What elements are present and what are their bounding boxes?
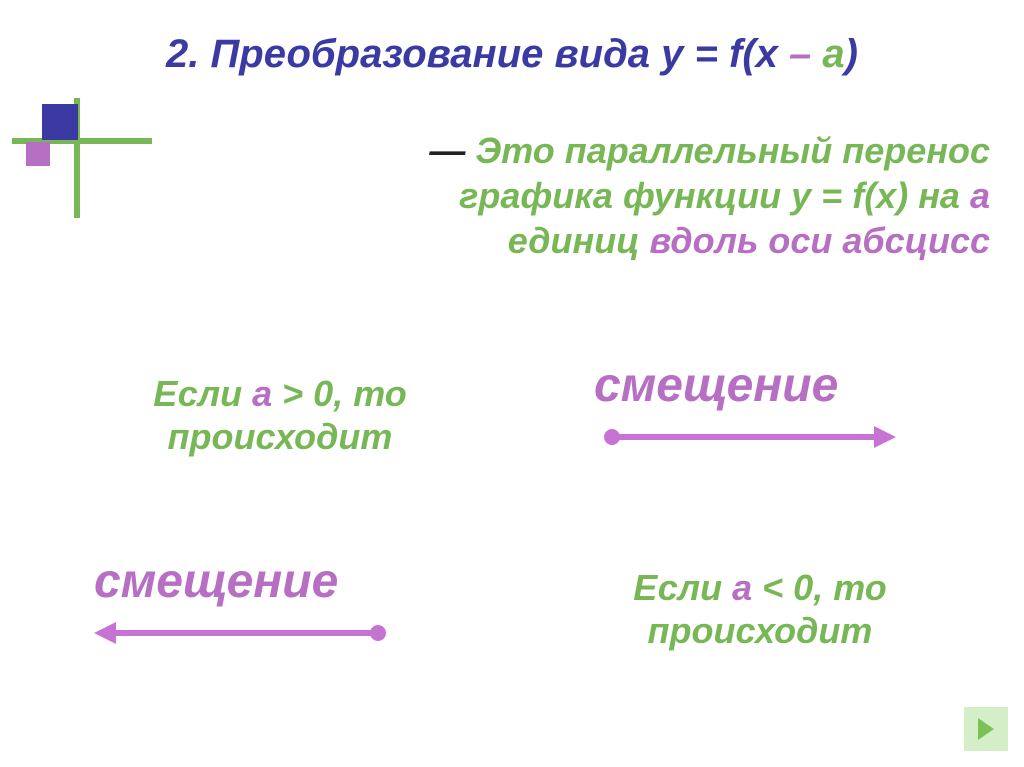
play-icon — [978, 718, 994, 740]
case-neg-pre: Если — [633, 567, 732, 608]
decor-square-magenta — [26, 142, 50, 166]
case-pos-a: a — [252, 373, 272, 414]
arrow-left-head-icon — [94, 622, 116, 644]
shift-left-label: смещение — [94, 554, 338, 609]
slide-title: 2. Преобразование вида y = f(x – a) — [0, 32, 1024, 77]
subtitle-dash: — — [429, 130, 475, 171]
title-prefix: 2. Преобразование вида y = f(x — [166, 32, 778, 76]
case-neg-a: а — [732, 567, 752, 608]
subtitle-line2-pre: графика функции y = f(x) на — [459, 175, 970, 216]
title-a: a — [822, 32, 844, 76]
subtitle-line3-pre: единиц — [508, 220, 650, 261]
case-negative: Если а < 0, то происходит — [560, 566, 960, 652]
arrow-right-head-icon — [874, 426, 896, 448]
subtitle-line1: Это параллельный перенос — [475, 130, 990, 171]
title-suffix: ) — [845, 32, 858, 76]
arrow-left-shaft — [116, 630, 376, 636]
title-minus: – — [778, 32, 822, 76]
case-pos-pre: Если — [153, 373, 252, 414]
arrow-left-dot — [370, 625, 386, 641]
decor-shapes — [12, 98, 152, 218]
shift-right-label: смещение — [594, 358, 838, 413]
arrow-right-shaft — [612, 434, 874, 440]
subtitle-text: — Это параллельный перенос графика функц… — [180, 128, 990, 263]
subtitle-line2-a: а — [970, 175, 990, 216]
subtitle-line3-axis: вдоль оси абсцисс — [650, 220, 991, 261]
case-positive: Если a > 0, то происходит — [100, 372, 460, 458]
next-slide-button[interactable] — [964, 707, 1008, 751]
decor-square-blue — [42, 104, 78, 140]
